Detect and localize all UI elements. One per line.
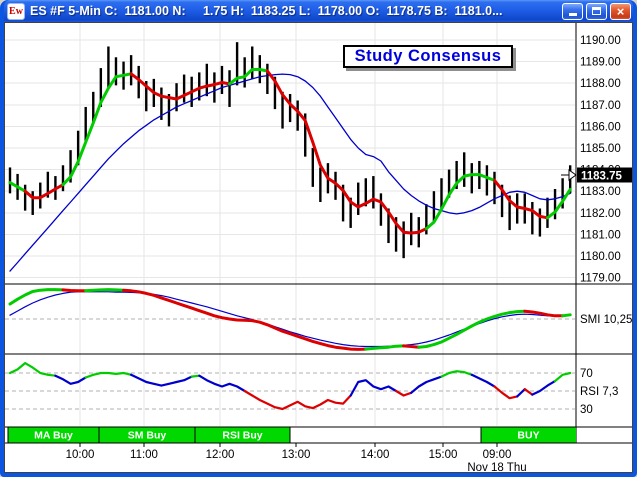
- last-price-arrow-icon: [561, 169, 577, 181]
- minimize-icon: [568, 13, 577, 16]
- price-label: 1179.00: [580, 273, 621, 285]
- chart-border: [4, 22, 633, 473]
- signal-label: MA Buy: [34, 430, 73, 442]
- date-label: Nov 18 Thu: [467, 462, 526, 473]
- price-label: 1182.00: [580, 208, 621, 220]
- last-price-value: 1183.75: [581, 171, 623, 183]
- signal-segment: [99, 427, 195, 443]
- smi-fast-line-seg: [84, 288, 126, 293]
- price-axis[interactable]: 1190.00 1189.00 1188.00 1187.00 1186.00 1185.…: [580, 35, 632, 416]
- price-label: 1183.00: [580, 186, 621, 198]
- slow-ma-line: [9, 73, 571, 272]
- fast-ma-line-seg: [8, 181, 27, 193]
- window-title: ES #F 5-Min C: 1181.00 N: 1.75 H: 1183.2…: [30, 4, 503, 18]
- gridlines: [5, 23, 575, 426]
- signal-label: BUY: [517, 430, 539, 442]
- title-bar[interactable]: Ew ES #F 5-Min C: 1181.00 N: 1.75 H: 118…: [4, 0, 633, 22]
- rsi-line-seg: [84, 371, 133, 379]
- time-label: 15:00: [429, 449, 458, 461]
- time-label: 10:00: [66, 449, 95, 461]
- fast-ma-line-seg: [61, 72, 133, 187]
- rsi-line-seg: [553, 371, 572, 383]
- signal-strip: MA Buy SM Buy RSI Buy BUY: [7, 427, 576, 443]
- rsi-line-seg: [516, 388, 526, 398]
- time-label: 14:00: [361, 449, 390, 461]
- smi-panel-label: SMI 10,25: [580, 314, 632, 326]
- chart-canvas[interactable]: MA Buy SM Buy RSI Buy BUY 10:00 11:00 12:00 13:…: [4, 22, 633, 473]
- price-label: 1185.00: [580, 143, 621, 155]
- rsi-line-seg: [129, 373, 193, 387]
- rsi-line-seg: [493, 385, 519, 400]
- signal-label: RSI Buy: [222, 430, 262, 442]
- smi-fast-line-seg: [122, 288, 368, 351]
- price-label: 1190.00: [580, 35, 621, 47]
- rsi-line-seg: [410, 375, 443, 394]
- price-label: 1180.00: [580, 251, 621, 263]
- window-controls: ×: [562, 2, 631, 20]
- smi-fast-line-seg: [8, 288, 65, 306]
- panel-boundaries: [4, 22, 632, 444]
- price-label: 1181.00: [580, 229, 621, 241]
- price-label: 1186.00: [580, 121, 621, 133]
- fast-ma-line-seg: [424, 173, 496, 231]
- chart-client-area: MA Buy SM Buy RSI Buy BUY 10:00 11:00 12:00 13:…: [4, 22, 633, 473]
- rsi-upper-label: 70: [580, 368, 593, 380]
- rsi-line-seg: [523, 388, 534, 396]
- fast-ma-line-seg: [546, 187, 572, 220]
- rsi-panel-label: RSI 7,3: [580, 386, 618, 398]
- time-label: 09:00: [483, 449, 512, 461]
- rsi-line-seg: [54, 374, 87, 385]
- signal-segment: [195, 427, 290, 443]
- rsi-line-seg: [198, 374, 246, 393]
- maximize-button[interactable]: [586, 2, 607, 20]
- signal-segment: [8, 427, 99, 443]
- rsi-line-seg: [190, 374, 201, 378]
- smi-fast-line-seg: [523, 309, 565, 318]
- fast-ma-line: [8, 68, 572, 235]
- rsi-line-seg: [395, 389, 413, 397]
- rsi-line-seg: [349, 379, 398, 397]
- maximize-icon: [592, 7, 601, 15]
- smi-fast-line: [8, 288, 572, 351]
- signal-label: SM Buy: [128, 430, 167, 442]
- time-label: 12:00: [206, 449, 235, 461]
- fast-ma-line-seg: [493, 178, 549, 220]
- signal-segment: [481, 427, 576, 443]
- fast-ma-line-seg: [23, 183, 65, 200]
- price-label: 1189.00: [580, 57, 621, 69]
- smi-fast-line-seg: [61, 288, 88, 293]
- smi-fast-line-seg: [402, 344, 421, 349]
- last-price-tag: 1183.75: [561, 167, 632, 183]
- time-label: 11:00: [130, 449, 158, 461]
- smi-fast-line-seg: [561, 313, 572, 318]
- rsi-line-seg: [470, 373, 496, 388]
- rsi-line-seg: [531, 380, 557, 396]
- rsi-lower-label: 30: [580, 404, 593, 416]
- smi-fast-line-seg: [417, 309, 527, 349]
- rsi-line-seg: [8, 362, 57, 377]
- app-icon[interactable]: Ew: [7, 2, 25, 20]
- price-label: 1187.00: [580, 100, 621, 112]
- fast-ma-line-seg: [265, 69, 428, 235]
- smi-fast-line-seg: [364, 344, 406, 351]
- fast-ma-line-seg: [129, 72, 231, 101]
- fast-ma-line-seg: [228, 68, 269, 86]
- time-label: 13:00: [282, 449, 311, 461]
- rsi-line: [8, 362, 572, 411]
- close-button[interactable]: ×: [610, 2, 631, 20]
- price-label: 1188.00: [580, 78, 621, 90]
- close-icon: ×: [616, 3, 625, 19]
- rsi-line-seg: [440, 370, 473, 378]
- study-consensus-label: Study Consensus: [343, 45, 513, 68]
- minimize-button[interactable]: [562, 2, 583, 20]
- rsi-line-seg: [243, 389, 352, 411]
